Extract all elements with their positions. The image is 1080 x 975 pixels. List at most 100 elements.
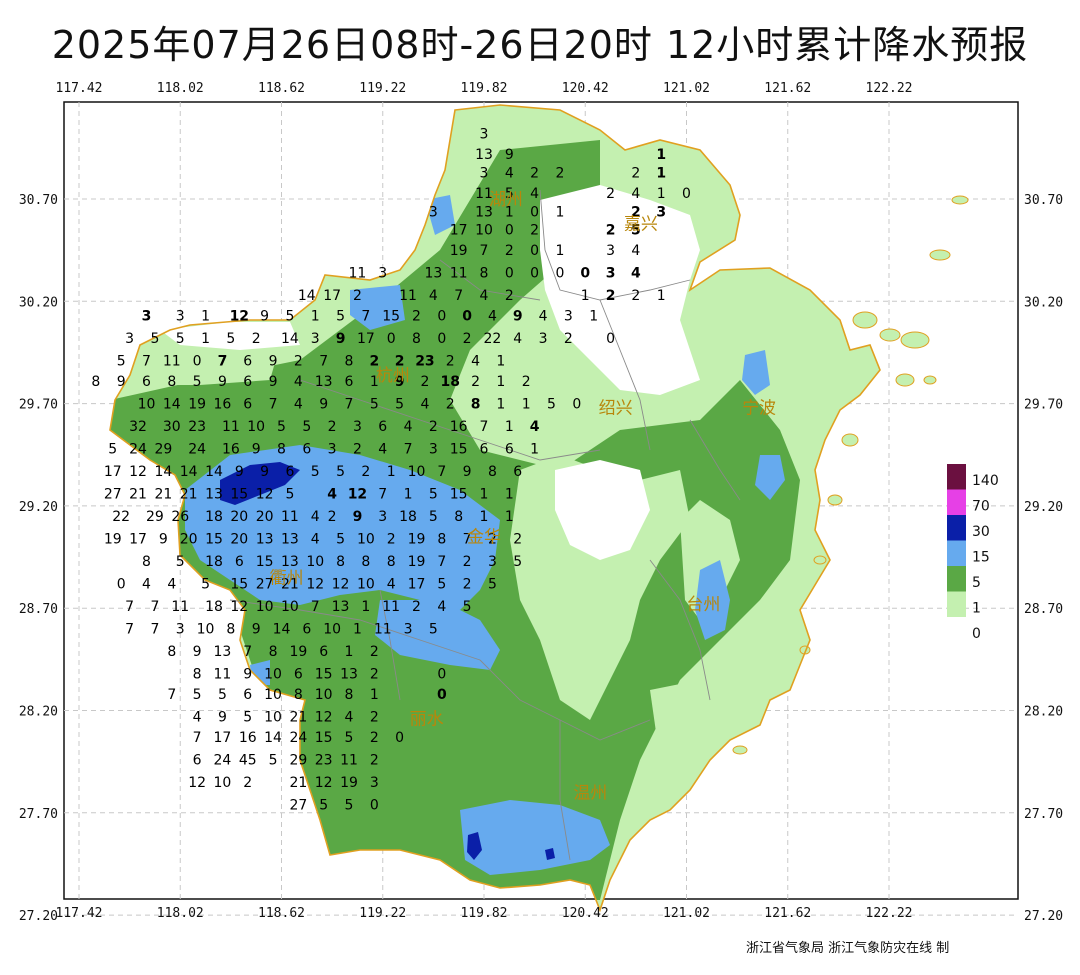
- precip-value: 2: [328, 419, 337, 435]
- precip-value: 13: [214, 644, 232, 660]
- precip-value: 5: [370, 397, 379, 413]
- lat-tick-left: 30.70: [19, 193, 58, 208]
- precip-value: 6: [378, 419, 387, 435]
- precip-value: 29: [146, 509, 164, 525]
- precip-value: 6: [243, 374, 252, 390]
- precip-value: 2: [631, 204, 641, 220]
- legend-label: 70: [972, 499, 990, 515]
- precip-value: 8: [480, 266, 489, 282]
- precip-value: 15: [382, 309, 400, 325]
- lon-tick-bottom: 118.02: [157, 906, 204, 921]
- precip-value: 17: [408, 577, 426, 593]
- precip-value: 10: [214, 775, 232, 791]
- precip-value: 6: [505, 442, 514, 458]
- precip-value: 3: [429, 204, 438, 220]
- precip-value: 0: [555, 266, 564, 282]
- lon-tick-bottom: 118.62: [258, 906, 305, 921]
- precip-value: 1: [581, 288, 590, 304]
- precip-value: 3: [429, 442, 438, 458]
- precip-value: 7: [378, 487, 387, 503]
- lat-tick-right: 27.70: [1024, 807, 1063, 822]
- precip-value: 7: [193, 730, 202, 746]
- precip-value: 9: [395, 374, 405, 390]
- precip-value: 5: [108, 442, 117, 458]
- precip-value: 2: [505, 288, 514, 304]
- precip-value: 2: [370, 753, 379, 769]
- lon-tick-top: 119.22: [359, 81, 406, 96]
- precip-value: 5: [218, 687, 227, 703]
- precip-value: 1: [505, 509, 514, 525]
- precip-value: 0: [193, 354, 202, 370]
- precip-value: 21: [289, 775, 307, 791]
- precip-value: 3: [142, 309, 152, 325]
- precip-value: 5: [285, 487, 294, 503]
- dry-area: [555, 460, 650, 560]
- precip-value: 1: [505, 204, 514, 220]
- precip-value: 16: [222, 442, 240, 458]
- precip-value: 18: [441, 374, 460, 390]
- precip-value: 1: [480, 487, 489, 503]
- precip-value: 23: [188, 419, 206, 435]
- precip-value: 13: [281, 532, 299, 548]
- precip-value: 7: [125, 599, 134, 615]
- precip-value: 9: [505, 147, 514, 163]
- precip-value: 8: [193, 667, 202, 683]
- precip-value: 14: [180, 464, 198, 480]
- legend-label: 30: [972, 524, 990, 540]
- precip-value: 2: [353, 288, 362, 304]
- precip-value: 16: [450, 419, 468, 435]
- precip-value: 10: [475, 223, 493, 239]
- precip-value: 9: [269, 354, 278, 370]
- precip-value: 2: [463, 577, 472, 593]
- precip-value: 0: [530, 243, 539, 259]
- precip-value: 2: [530, 165, 539, 181]
- city-label: 绍兴: [599, 399, 633, 419]
- precip-value: 4: [404, 419, 413, 435]
- precip-value: 5: [336, 464, 345, 480]
- precip-value: 1: [656, 147, 666, 163]
- precip-value: 10: [264, 710, 282, 726]
- precip-value: 2: [606, 288, 616, 304]
- precip-value: 10: [256, 599, 274, 615]
- precip-value: 9: [235, 464, 244, 480]
- precip-value: 9: [336, 331, 346, 347]
- precip-value: 2: [631, 288, 640, 304]
- precip-value: 11: [171, 599, 189, 615]
- precip-value: 2: [420, 374, 429, 390]
- precip-value: 0: [606, 331, 615, 347]
- map-title: 2025年07月26日08时-26日20时 12小时累计降水预报: [51, 23, 1029, 67]
- axis-ticks: 117.42 117.42 118.02 118.02 118.62 118.62 119.…: [19, 81, 1063, 924]
- precip-value: 11: [475, 186, 493, 202]
- precip-value: 12: [188, 775, 206, 791]
- torrential-rain-area: [467, 832, 482, 860]
- precip-value: 8: [167, 374, 176, 390]
- precip-value: 18: [205, 509, 223, 525]
- precip-value: 5: [463, 599, 472, 615]
- lon-tick-bottom: 119.22: [359, 906, 406, 921]
- precip-value: 5: [505, 186, 514, 202]
- precip-value: 4: [488, 309, 497, 325]
- precip-value: 5: [243, 710, 252, 726]
- lon-tick-bottom: 119.82: [461, 906, 508, 921]
- precip-value: 6: [235, 554, 244, 570]
- precip-value: 20: [230, 509, 248, 525]
- precip-value: 7: [404, 442, 413, 458]
- precip-value: 3: [404, 622, 413, 638]
- precip-value: 7: [311, 599, 320, 615]
- lat-tick-right: 30.70: [1024, 193, 1063, 208]
- precip-value: 27: [256, 577, 274, 593]
- legend-swatch: [947, 464, 966, 490]
- precip-value: 5: [336, 532, 345, 548]
- lon-tick-bottom: 121.02: [663, 906, 710, 921]
- precip-value: 3: [488, 554, 497, 570]
- precip-value: 12: [230, 309, 249, 325]
- precip-value: 2: [370, 644, 379, 660]
- coastal-islands: [732, 195, 969, 755]
- precip-value: 2: [522, 374, 531, 390]
- precip-value: 3: [125, 331, 134, 347]
- lat-tick-right: 29.70: [1024, 398, 1063, 413]
- heavy-rain-area: [375, 600, 500, 670]
- precip-value: 7: [480, 243, 489, 259]
- precip-value: 9: [269, 374, 278, 390]
- precip-value: 1: [496, 374, 505, 390]
